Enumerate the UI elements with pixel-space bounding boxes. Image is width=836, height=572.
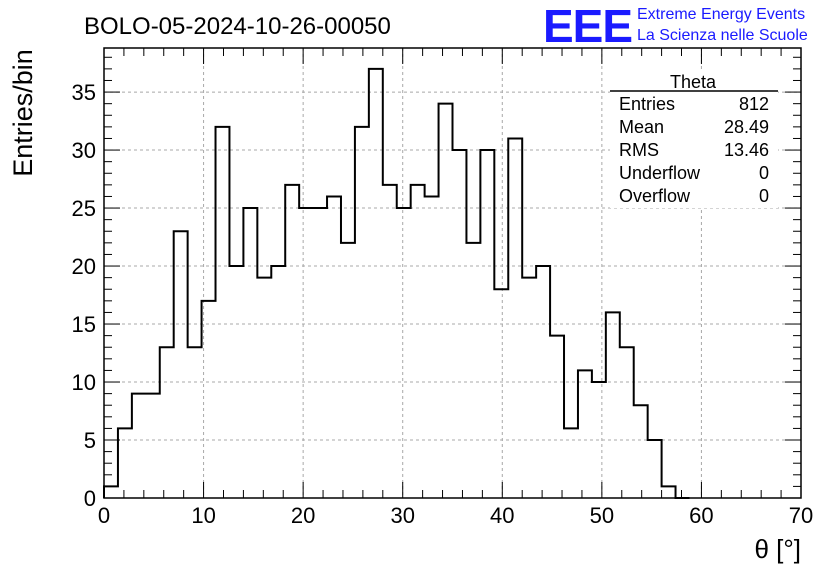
x-tick-label: 10 — [191, 503, 215, 528]
logo-line-2: La Scienza nelle Scuole — [637, 27, 808, 44]
stats-box-title: Theta — [670, 72, 717, 92]
stats-label: Overflow — [619, 186, 691, 206]
y-tick-label: 15 — [72, 312, 96, 337]
y-tick-label: 10 — [72, 370, 96, 395]
x-tick-label: 40 — [490, 503, 514, 528]
stats-box: Theta Entries 812 Mean 28.49 RMS 13.46 Underfl… — [610, 70, 778, 208]
y-tick-label: 30 — [72, 138, 96, 163]
y-tick-labels: 0 5 10 15 20 25 30 35 — [72, 80, 96, 511]
stats-rows: Entries 812 Mean 28.49 RMS 13.46 Underflow 0 Ove… — [619, 94, 769, 206]
stats-value: 812 — [739, 94, 769, 114]
histogram-line — [103, 67, 690, 499]
stats-value: 0 — [759, 163, 769, 183]
y-tick-label: 20 — [72, 254, 96, 279]
y-tick-label: 0 — [84, 486, 96, 511]
eee-logo: EEE Extreme Energy Events La Scienza nel… — [543, 0, 808, 52]
y-axis-label: Entries/bin — [8, 49, 38, 177]
stats-label: Mean — [619, 117, 664, 137]
stats-value: 0 — [759, 186, 769, 206]
stats-value: 13.46 — [724, 140, 769, 160]
y-tick-label: 35 — [72, 80, 96, 105]
x-tick-label: 0 — [98, 503, 110, 528]
stats-box-background — [610, 70, 778, 208]
x-tick-label: 50 — [590, 503, 614, 528]
y-tick-label: 5 — [84, 428, 96, 453]
stats-label: Underflow — [619, 163, 701, 183]
x-tick-labels: 0 10 20 30 40 50 60 70 — [98, 503, 813, 528]
chart-title: BOLO-05-2024-10-26-00050 — [84, 13, 391, 40]
eee-logo-mark: EEE — [543, 0, 632, 52]
x-tick-label: 70 — [789, 503, 813, 528]
stats-label: RMS — [619, 140, 659, 160]
plot-frame — [103, 47, 802, 499]
x-tick-label: 20 — [291, 503, 315, 528]
x-axis-label: θ [°] — [754, 534, 801, 564]
stats-value: 28.49 — [724, 117, 769, 137]
y-tick-label: 25 — [72, 196, 96, 221]
x-tick-label: 60 — [689, 503, 713, 528]
stats-label: Entries — [619, 94, 675, 114]
x-tick-label: 30 — [390, 503, 414, 528]
logo-line-1: Extreme Energy Events — [637, 6, 805, 23]
